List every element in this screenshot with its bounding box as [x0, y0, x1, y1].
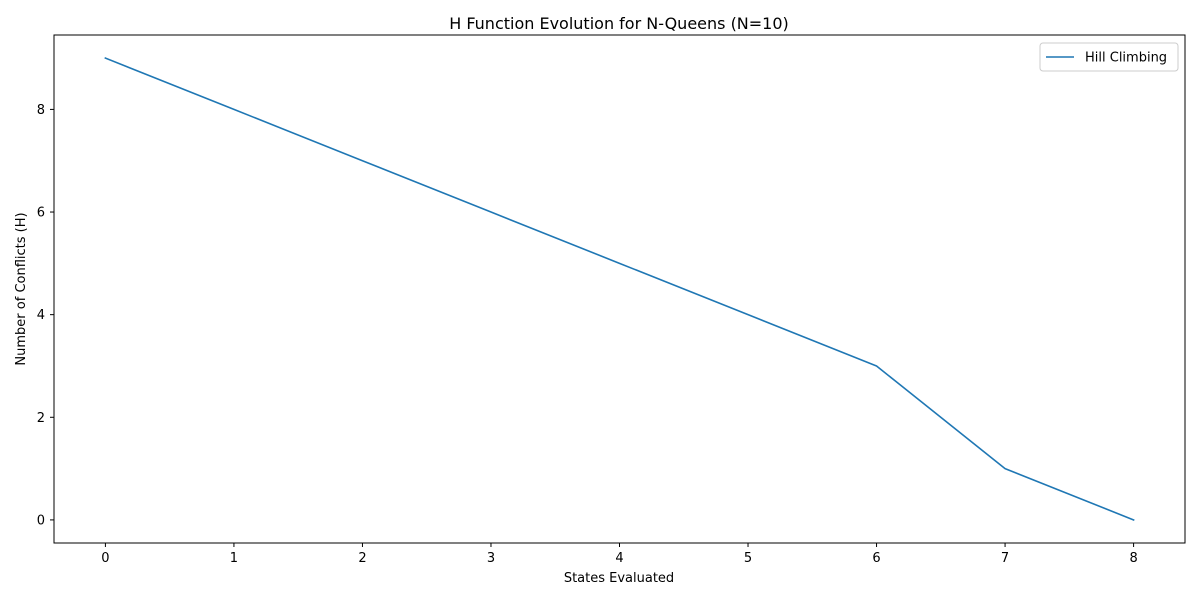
data-point: [362, 160, 364, 162]
y-tick-label: 8: [37, 103, 45, 118]
x-tick-label: 5: [744, 551, 752, 566]
x-tick-label: 3: [487, 551, 495, 566]
series-layer: [104, 57, 1135, 521]
data-point: [1004, 468, 1006, 470]
x-tick-label: 2: [358, 551, 366, 566]
y-axis: 0 2 4 6 8: [37, 103, 54, 528]
data-point: [490, 211, 492, 213]
data-point: [747, 314, 749, 316]
data-point: [619, 263, 621, 265]
legend-label-hill-climbing: Hill Climbing: [1085, 51, 1167, 66]
y-axis-label: Number of Conflicts (H): [14, 212, 29, 365]
chart-title: H Function Evolution for N-Queens (N=10): [449, 14, 789, 33]
data-point: [233, 109, 235, 111]
legend: Hill Climbing: [1039, 42, 1179, 72]
x-tick-label: 7: [1001, 551, 1009, 566]
x-axis: 0 1 2 3 4 5 6 7 8: [101, 543, 1138, 566]
series-line-hill-climbing: [104, 57, 1135, 521]
y-tick-label: 0: [37, 513, 45, 528]
data-point: [105, 57, 107, 59]
data-point: [1133, 519, 1135, 521]
x-tick-label: 1: [230, 551, 238, 566]
x-tick-label: 6: [872, 551, 880, 566]
legend-box: [1039, 42, 1179, 72]
y-tick-label: 6: [37, 206, 45, 221]
x-tick-label: 0: [101, 551, 109, 566]
y-tick-label: 4: [37, 308, 45, 323]
data-point: [876, 365, 878, 367]
x-tick-label: 8: [1129, 551, 1137, 566]
x-tick-label: 4: [615, 551, 623, 566]
plot-area: [53, 34, 1186, 544]
y-tick-label: 2: [37, 411, 45, 426]
x-axis-label: States Evaluated: [564, 571, 674, 586]
